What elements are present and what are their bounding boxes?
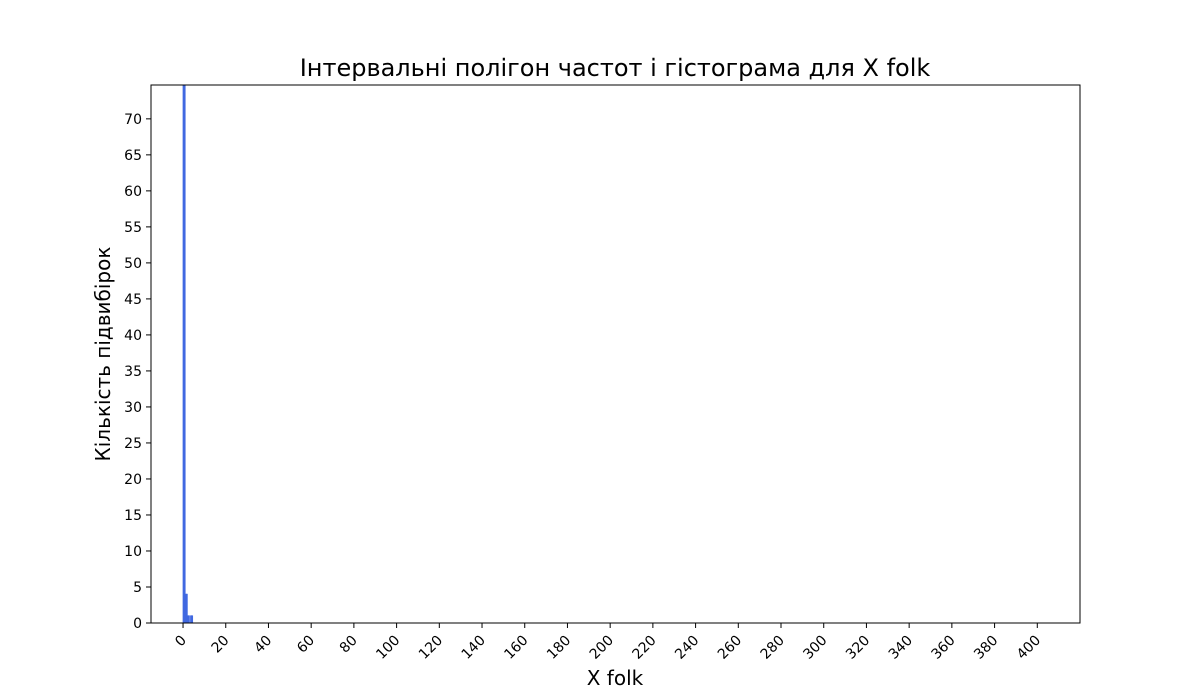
y-tick-label: 60 — [124, 184, 142, 200]
plot-frame — [150, 84, 1081, 624]
y-tick-label: 10 — [124, 544, 142, 560]
y-tick-label: 20 — [124, 472, 142, 488]
y-tick-label: 55 — [124, 220, 142, 236]
y-tick-label: 25 — [124, 436, 142, 452]
y-tick-label: 65 — [124, 148, 142, 164]
y-tick-label: 45 — [124, 292, 142, 308]
y-axis-ticks: 0 5 10 15 20 25 30 35 40 45 50 55 60 65 70 — [124, 112, 151, 632]
y-tick-label: 15 — [124, 508, 142, 524]
histogram-bar — [187, 615, 190, 623]
plot-background — [151, 85, 1080, 623]
y-axis-label: Кількість підвибірок — [91, 247, 115, 462]
y-tick-label: 5 — [133, 580, 142, 596]
x-axis-label: X folk — [587, 666, 644, 690]
y-tick-label: 50 — [124, 256, 142, 272]
histogram-bars — [182, 85, 194, 623]
y-tick-label: 40 — [124, 328, 142, 344]
histogram-bar — [183, 85, 186, 623]
histogram-bar — [191, 615, 194, 623]
y-tick-label: 70 — [124, 112, 142, 128]
chart-title: Інтервальні полігон частот і гістограма … — [300, 54, 931, 82]
y-tick-label: 35 — [124, 364, 142, 380]
y-tick-label: 0 — [133, 616, 142, 632]
y-tick-label: 30 — [124, 400, 142, 416]
plot-area — [150, 84, 1081, 624]
